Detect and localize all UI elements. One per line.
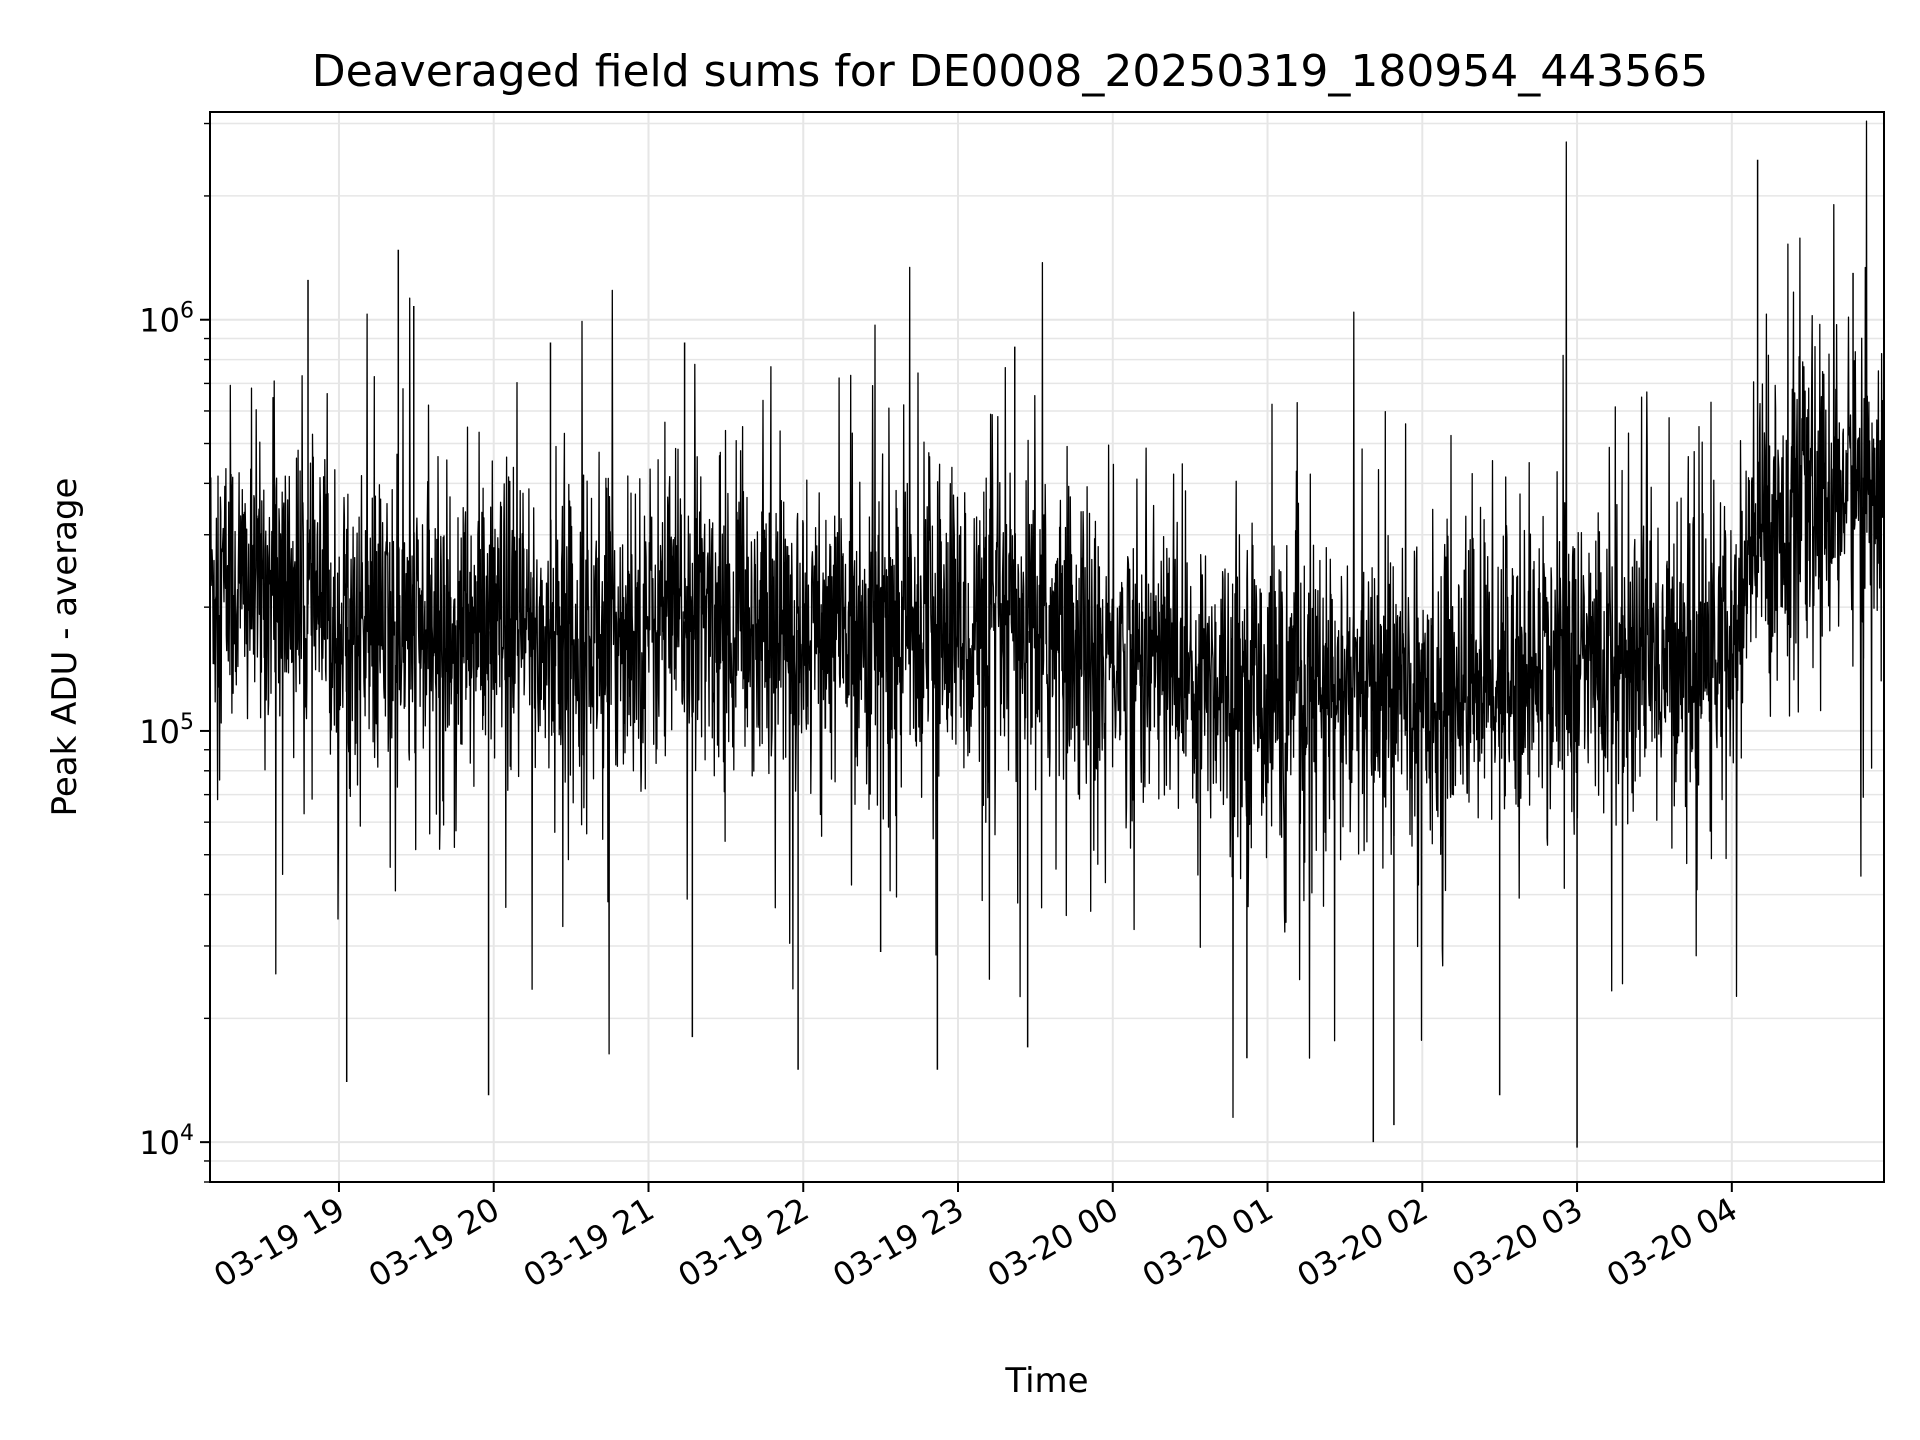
x-ticks: 03-19 19 03-19 20 03-19 21 03-19 22 03-19 23… xyxy=(207,1182,1744,1295)
series xyxy=(209,120,1885,1148)
y-axis-label: Peak ADU - average xyxy=(45,478,85,817)
x-tick-label: 03-20 04 xyxy=(1600,1190,1744,1295)
x-tick-label: 03-20 03 xyxy=(1445,1190,1589,1295)
x-axis-label: Time xyxy=(1004,1361,1088,1401)
x-tick-label: 03-19 20 xyxy=(362,1190,506,1295)
x-tick-label: 03-20 01 xyxy=(1136,1190,1280,1295)
y-tick-label: 105 xyxy=(139,710,194,751)
plot-frame xyxy=(209,111,1885,1183)
series-line xyxy=(209,120,1885,1119)
y-ticks: 104 105 106 xyxy=(139,122,210,1183)
x-tick-label: 03-20 00 xyxy=(981,1190,1125,1295)
x-tick-label: 03-19 19 xyxy=(207,1190,351,1295)
y-tick-label: 104 xyxy=(139,1121,194,1162)
x-tick-label: 03-20 02 xyxy=(1291,1190,1435,1295)
y-tick-label: 106 xyxy=(139,299,194,340)
chart-title: Deaveraged field sums for DE0008_2025031… xyxy=(312,46,1709,97)
x-tick-label: 03-19 22 xyxy=(672,1190,816,1295)
x-tick-label: 03-19 21 xyxy=(517,1190,661,1295)
x-tick-label: 03-19 23 xyxy=(826,1190,970,1295)
